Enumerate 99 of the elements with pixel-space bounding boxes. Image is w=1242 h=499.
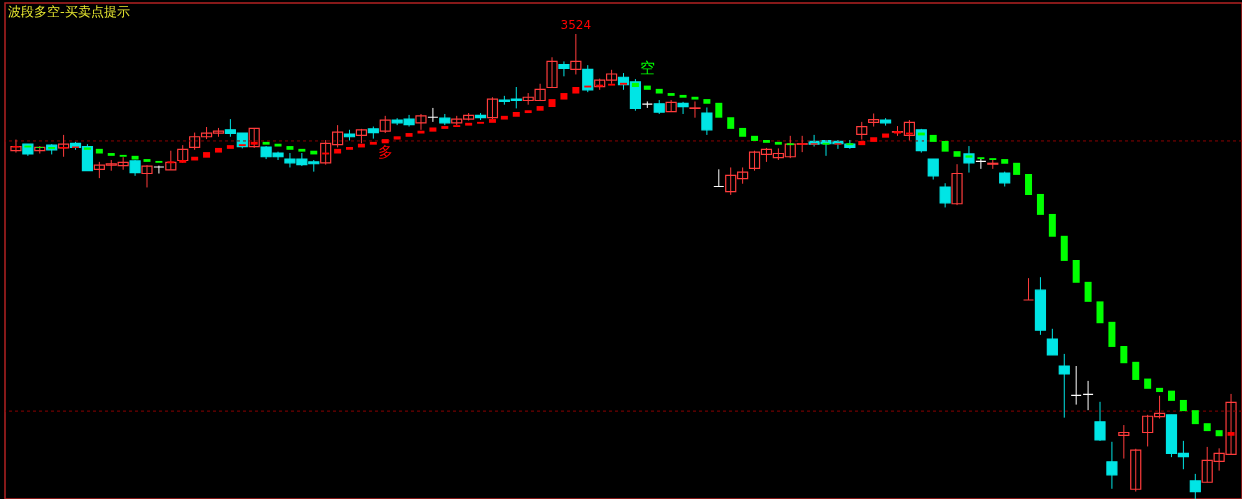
candlestick [1189, 473, 1201, 499]
bar [751, 135, 759, 141]
candlestick [987, 159, 999, 170]
bar [691, 96, 699, 100]
bar [1048, 213, 1056, 237]
candlestick [153, 165, 165, 174]
bar [655, 88, 663, 94]
bar [346, 146, 354, 150]
bar [643, 85, 651, 90]
bar [882, 133, 890, 138]
bar [274, 143, 282, 147]
bar [941, 140, 949, 152]
bar [1096, 301, 1104, 324]
bar [369, 141, 377, 145]
bar [226, 145, 234, 149]
bar [131, 155, 139, 160]
bar [107, 153, 115, 156]
candlestick [1058, 353, 1070, 419]
annotation: 多 [377, 143, 393, 161]
bar [667, 93, 675, 96]
bar [381, 139, 389, 144]
bar [1072, 259, 1080, 283]
bar [1120, 346, 1128, 364]
bar [1144, 378, 1152, 389]
candlestick [427, 107, 439, 123]
bar [405, 133, 413, 137]
candlestick [653, 99, 665, 115]
candlestick [927, 158, 939, 181]
candlestick [1070, 365, 1082, 406]
candlestick [141, 164, 153, 188]
bar [929, 134, 937, 142]
candlestick [129, 159, 141, 177]
bar [203, 152, 211, 158]
bar [1036, 193, 1044, 215]
bar [1167, 390, 1175, 401]
candlestick [1094, 401, 1106, 442]
bar [727, 117, 735, 129]
annotation: 空 [639, 59, 655, 77]
candlestick [367, 126, 379, 140]
candlestick [879, 117, 892, 127]
bar [1084, 281, 1092, 302]
candlestick [1046, 328, 1058, 356]
candlestick [379, 115, 391, 134]
candlestick [1022, 277, 1035, 301]
bar [465, 122, 473, 126]
candlestick [689, 100, 701, 119]
bar [774, 141, 782, 145]
candlestick [713, 168, 725, 188]
bar [1179, 399, 1187, 412]
bar [739, 127, 747, 137]
bar [83, 147, 91, 150]
bar [715, 102, 723, 118]
candlestick [355, 128, 368, 144]
bar [524, 110, 532, 114]
candlestick [999, 171, 1011, 188]
bar [250, 141, 258, 145]
candlestick [486, 96, 499, 120]
candlestick [641, 100, 653, 109]
candlestick [868, 113, 880, 128]
candlestick [558, 60, 570, 77]
bar [548, 99, 556, 108]
bar [512, 112, 520, 117]
bar [1013, 162, 1021, 175]
bar [417, 130, 425, 134]
bar [858, 140, 866, 146]
bar [393, 136, 401, 140]
candlestick [343, 129, 356, 141]
bar [703, 99, 711, 104]
bar [1025, 173, 1033, 195]
bar [1215, 430, 1223, 437]
bar [262, 141, 270, 145]
bar [214, 147, 222, 153]
bar [500, 115, 508, 120]
bar [1227, 432, 1235, 436]
bar [286, 146, 294, 150]
text: 3524 [560, 18, 592, 32]
candlestick [1082, 380, 1094, 411]
bar [488, 119, 496, 123]
bar [1132, 361, 1140, 380]
bar [298, 148, 306, 152]
bar [143, 159, 151, 162]
chart-title: 波段多空-买卖点提示 [8, 4, 130, 19]
bar [1156, 387, 1164, 393]
bar [429, 127, 437, 132]
bar [870, 137, 878, 142]
candlestick [701, 106, 713, 136]
bar [95, 148, 103, 154]
bar [1060, 235, 1068, 261]
candlestick [1118, 424, 1130, 460]
bar [560, 93, 568, 100]
bar [1191, 410, 1199, 425]
bar [1108, 321, 1116, 347]
bar [679, 94, 687, 98]
bar [762, 140, 770, 143]
candlestick [939, 182, 951, 208]
bar [1203, 423, 1211, 432]
bar [536, 106, 544, 111]
candlestick [975, 157, 987, 170]
bar [1001, 159, 1009, 164]
